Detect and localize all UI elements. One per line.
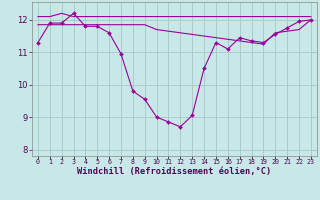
X-axis label: Windchill (Refroidissement éolien,°C): Windchill (Refroidissement éolien,°C) — [77, 167, 272, 176]
